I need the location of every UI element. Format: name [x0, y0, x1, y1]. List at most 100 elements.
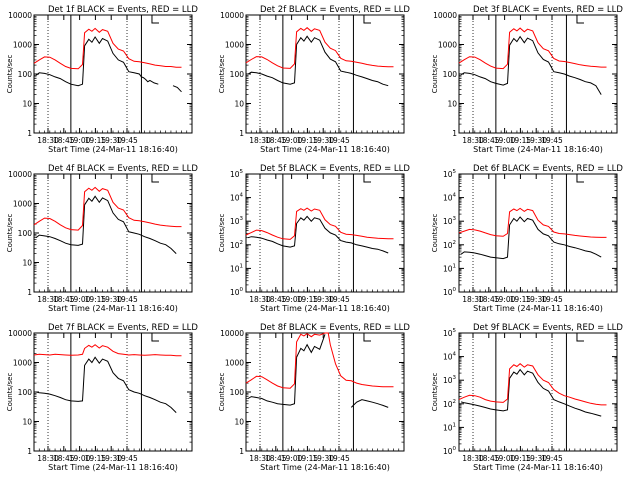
x-tick-label: 19:00 — [494, 454, 516, 463]
y-tick-label: 10 — [234, 100, 244, 109]
y-tick-label: 10000 — [220, 329, 244, 338]
x-tick-label: 19:45 — [541, 295, 563, 304]
x-tick-label: 18:45 — [53, 136, 75, 145]
x-tick-label: 19:45 — [116, 454, 138, 463]
series-line-lld — [33, 27, 182, 70]
x-tick-label: 18:30 — [462, 454, 484, 463]
y-axis-label: Counts/sec — [6, 373, 14, 412]
y-tick-label: 105 — [230, 169, 244, 179]
series-line-lld — [458, 363, 607, 406]
y-tick-label: 10 — [22, 418, 32, 427]
series-line-lld — [33, 186, 182, 231]
panel-title: Det 8f BLACK = Events, RED = LLD — [260, 323, 410, 333]
panel-det-6: Det 6f BLACK = Events, RED = LLD 100 101 10… — [431, 164, 623, 313]
panel-title: Det 5f BLACK = Events, RED = LLD — [260, 164, 410, 174]
y-tick-label: 100 — [18, 388, 33, 397]
y-tick-label: 10 — [22, 259, 32, 268]
x-axis-label: Start Time (24-Mar-11 18:16:40) — [260, 463, 390, 472]
x-tick-label: 18:45 — [53, 454, 75, 463]
series-line-events — [35, 195, 177, 254]
panel-title: Det 1f BLACK = Events, RED = LLD — [48, 5, 198, 15]
y-tick-label: 102 — [230, 240, 243, 250]
x-tick-label: 19:00 — [494, 136, 516, 145]
x-tick-label: 19:45 — [328, 454, 350, 463]
y-tick-label: 103 — [443, 216, 457, 226]
series-line-events — [247, 215, 389, 254]
y-tick-label: 101 — [443, 263, 456, 273]
x-tick-label: 19:15 — [85, 454, 107, 463]
y-tick-label: 100 — [18, 229, 33, 238]
y-tick-label: 1 — [239, 447, 244, 456]
series-line-events — [247, 334, 326, 406]
x-tick-label: 19:15 — [85, 136, 107, 145]
flag-marker — [363, 15, 371, 24]
x-tick-label: 18:45 — [265, 136, 287, 145]
panel-title: Det 3f BLACK = Events, RED = LLD — [473, 5, 623, 15]
y-tick-label: 100 — [443, 70, 458, 79]
plot-frame — [245, 173, 405, 293]
flag-marker — [576, 15, 584, 24]
x-tick-label: 19:00 — [69, 454, 91, 463]
x-tick-label: 19:15 — [297, 454, 319, 463]
series-line-events — [460, 35, 602, 95]
x-tick-label: 19:30 — [525, 454, 547, 463]
plot-frame — [245, 332, 405, 452]
x-tick-label: 19:30 — [100, 136, 122, 145]
x-tick-label: 19:30 — [312, 295, 334, 304]
x-tick-label: 19:45 — [328, 295, 350, 304]
y-tick-label: 1000 — [438, 41, 457, 50]
x-axis-label: Start Time (24-Mar-11 18:16:40) — [260, 145, 390, 154]
x-tick-label: 19:30 — [525, 295, 547, 304]
series-line-lld — [458, 207, 607, 238]
x-axis-label: Start Time (24-Mar-11 18:16:40) — [260, 304, 390, 313]
panel-det-7: Det 7f BLACK = Events, RED = LLD 1 10 100 10… — [6, 323, 198, 472]
y-tick-label: 10000 — [220, 11, 244, 20]
series-line-events — [460, 368, 602, 417]
y-tick-label: 10000 — [8, 170, 32, 179]
series-line-events — [460, 216, 602, 260]
y-axis-label: Counts/sec — [218, 373, 226, 412]
y-axis-label: Counts/sec — [6, 55, 14, 94]
y-tick-label: 104 — [230, 193, 244, 203]
y-tick-label: 102 — [443, 399, 456, 409]
flag-marker — [151, 174, 159, 183]
series-line-events — [35, 356, 177, 413]
y-tick-label: 101 — [230, 263, 243, 273]
panel-title: Det 4f BLACK = Events, RED = LLD — [48, 164, 198, 174]
flag-marker — [363, 333, 371, 342]
y-axis-label: Counts/sec — [6, 214, 14, 253]
x-axis-label: Start Time (24-Mar-11 18:16:40) — [473, 304, 603, 313]
series-line-lld — [458, 27, 607, 70]
y-tick-label: 1 — [239, 129, 244, 138]
x-tick-label: 18:30 — [249, 454, 271, 463]
x-axis-label: Start Time (24-Mar-11 18:16:40) — [48, 463, 178, 472]
x-tick-label: 18:45 — [478, 136, 500, 145]
y-tick-label: 100 — [443, 287, 457, 297]
x-axis-label: Start Time (24-Mar-11 18:16:40) — [473, 145, 603, 154]
y-tick-label: 105 — [443, 169, 457, 179]
x-axis-label: Start Time (24-Mar-11 18:16:40) — [48, 304, 178, 313]
panel-det-1: Det 1f BLACK = Events, RED = LLD 1 10 100 10… — [6, 5, 198, 154]
x-tick-label: 18:30 — [37, 454, 59, 463]
series-line-lld — [245, 27, 394, 69]
panel-det-3: Det 3f BLACK = Events, RED = LLD 1 10 100 10… — [431, 5, 623, 154]
x-tick-label: 19:45 — [541, 454, 563, 463]
plot-frame — [33, 173, 193, 293]
x-tick-label: 18:30 — [249, 295, 271, 304]
x-tick-label: 18:30 — [37, 295, 59, 304]
y-tick-label: 100 — [18, 70, 33, 79]
panel-det-2: Det 2f BLACK = Events, RED = LLD 1 10 100 10… — [218, 5, 410, 154]
y-tick-label: 103 — [443, 375, 457, 385]
plot-frame — [33, 14, 193, 134]
y-tick-label: 1 — [27, 129, 32, 138]
x-axis-label: Start Time (24-Mar-11 18:16:40) — [473, 463, 603, 472]
y-tick-label: 1000 — [225, 41, 244, 50]
panel-det-4: Det 4f BLACK = Events, RED = LLD 1 10 100 10… — [6, 164, 198, 313]
panel-det-8: Det 8f BLACK = Events, RED = LLD 1 10 100 10… — [218, 323, 410, 472]
y-axis-label: Counts/sec — [218, 214, 226, 253]
y-tick-label: 1000 — [13, 200, 32, 209]
y-tick-label: 103 — [230, 216, 244, 226]
y-axis-label: Counts/sec — [431, 214, 439, 253]
y-tick-label: 10000 — [433, 11, 457, 20]
